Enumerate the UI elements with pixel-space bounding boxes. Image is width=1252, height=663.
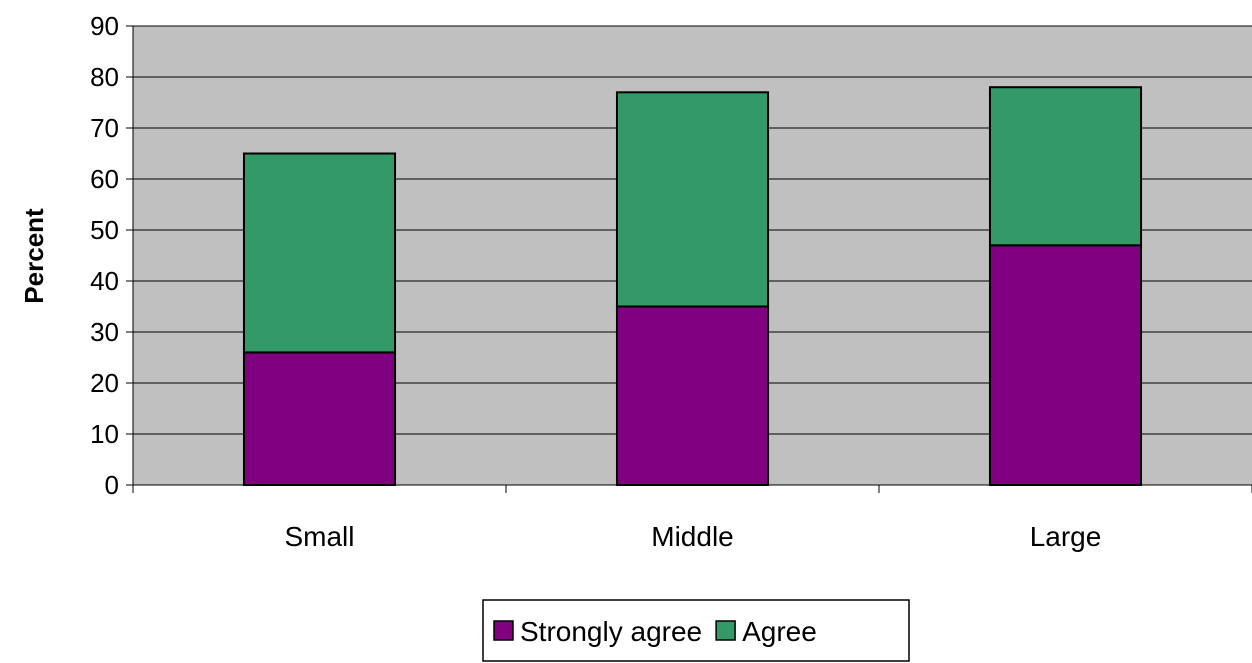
bars (242, 86, 1143, 486)
legend-label: Agree (742, 616, 817, 647)
y-tick-label: 90 (90, 11, 119, 41)
y-tick-label: 10 (90, 419, 119, 449)
bar-strongly-agree-small (242, 351, 397, 486)
y-axis-ticks: 0 10 20 30 40 50 60 70 80 90 (90, 11, 133, 500)
y-tick-label: 70 (90, 113, 119, 143)
axes (132, 26, 1252, 486)
y-tick-label: 0 (105, 470, 119, 500)
bar-agree-middle (615, 91, 770, 308)
y-tick-label: 80 (90, 62, 119, 92)
legend-box (482, 599, 910, 662)
y-tick-label: 20 (90, 368, 119, 398)
x-axis-ticks: Small Middle Large (132, 485, 1252, 552)
x-tick-label: Large (1030, 521, 1102, 552)
y-tick-label: 50 (90, 215, 119, 245)
x-tick-label: Small (284, 521, 354, 552)
bar-agree-small (242, 152, 397, 354)
bar-strongly-agree-large (988, 244, 1143, 486)
bar-agree-large (988, 86, 1143, 247)
legend-label: Strongly agree (520, 616, 702, 647)
legend: Strongly agree Agree (482, 599, 910, 662)
legend-swatch-strongly-agree (493, 620, 514, 641)
legend-swatch-agree (715, 620, 736, 641)
y-axis-title: Percent (19, 208, 49, 304)
y-tick-label: 60 (90, 164, 119, 194)
bar-strongly-agree-middle (615, 305, 770, 486)
y-tick-label: 40 (90, 266, 119, 296)
y-tick-label: 30 (90, 317, 119, 347)
x-tick-label: Middle (651, 521, 733, 552)
